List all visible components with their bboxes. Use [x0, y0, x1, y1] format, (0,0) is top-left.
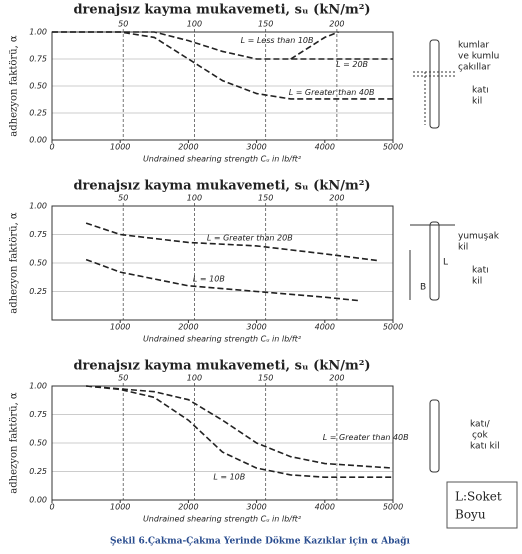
x2-tick-label: 200 [329, 194, 344, 203]
x2-tick-label: 200 [329, 374, 344, 383]
soil-label: ve kumlu [458, 52, 499, 62]
soil-label: katı kil [470, 442, 500, 452]
x-tick-label: 2000 [178, 323, 198, 332]
y-axis-title: adhezyon faktörü, α [9, 35, 20, 137]
note: L:Soket [455, 490, 502, 504]
soil-label: çok [472, 431, 488, 441]
y-tick-label: 0.75 [29, 55, 47, 64]
x-tick-label: 4000 [315, 323, 335, 332]
x2-tick-label: 150 [258, 374, 273, 383]
series-label: L = 10B [193, 274, 225, 283]
x-tick-label: 0 [49, 143, 54, 152]
plot-frame [51, 205, 394, 321]
y-tick-label: 0.25 [29, 287, 47, 296]
note: Boyu [455, 508, 486, 522]
chart-title: drenajsız kayma mukavemeti, sᵤ (kN/m²) [73, 179, 370, 194]
soil-label: kumlar [458, 41, 489, 51]
series-line [52, 31, 393, 100]
plot-frame [51, 385, 394, 501]
x-tick-label: 3000 [246, 503, 266, 512]
x-tick-label: 1000 [110, 323, 130, 332]
x-tick-label: 4000 [315, 143, 335, 152]
x2-tick-label: 50 [118, 20, 128, 29]
y-tick-label: 1.00 [29, 202, 47, 211]
series-line [290, 31, 339, 60]
soil-label: kil [472, 277, 482, 287]
pile [429, 39, 440, 129]
soil-label: çakıllar [458, 63, 491, 73]
series-label: L = 10B [213, 473, 245, 482]
y-tick-label: 0.75 [29, 410, 47, 419]
note-box [446, 481, 518, 529]
y-tick-label: 1.00 [29, 28, 47, 37]
y-axis-title: adhezyon faktörü, α [9, 392, 20, 494]
x-tick-label: 0 [49, 503, 54, 512]
y-tick-label: 0.25 [29, 467, 47, 476]
x-tick-label: 1000 [110, 503, 130, 512]
pile-diagrams [409, 39, 518, 529]
soil-layer [409, 224, 455, 300]
soil-label: katı [472, 266, 489, 276]
soil-layer [413, 71, 455, 125]
y-tick-label: 1.00 [29, 382, 47, 391]
y-tick-label: 0.50 [29, 82, 47, 91]
x-tick-label: 3000 [246, 143, 266, 152]
x2-tick-label: 50 [118, 374, 128, 383]
soil-label: kil [458, 243, 468, 253]
series-label: L = Greater than 40B [289, 88, 375, 97]
soil-label: yumuşak [458, 232, 500, 242]
x-axis-title: Undrained shearing strength Cᵤ in lb/ft² [143, 335, 302, 344]
soil-label: katı/ [470, 420, 491, 430]
pile [429, 221, 440, 301]
x-tick-label: 2000 [178, 143, 198, 152]
series-label: L = Greater than 40B [323, 433, 409, 442]
y-tick-label: 0.50 [29, 259, 47, 268]
x2-tick-label: 100 [187, 194, 202, 203]
x2-tick-label: 150 [258, 20, 273, 29]
x-tick-label: 4000 [315, 503, 335, 512]
caption: Şekil 6.Çakma-Çakma Yerinde Dökme Kazıkl… [110, 536, 411, 547]
y-tick-label: 0.00 [29, 136, 47, 145]
pile [429, 399, 440, 473]
soil-label: kil [472, 97, 482, 107]
series-label: L = Greater than 20B [207, 233, 293, 242]
series-line [86, 385, 393, 478]
x2-tick-label: 150 [258, 194, 273, 203]
y-tick-label: 0.25 [29, 109, 47, 118]
x-tick-label: 2000 [178, 503, 198, 512]
y-axis-title: adhezyon faktörü, α [9, 212, 20, 314]
x2-tick-label: 200 [329, 20, 344, 29]
x-tick-label: 5000 [383, 503, 403, 512]
chart-title: drenajsız kayma mukavemeti, sᵤ (kN/m²) [73, 3, 370, 18]
x-tick-label: 5000 [383, 323, 403, 332]
series-line [52, 31, 393, 60]
x-tick-label: 3000 [246, 323, 266, 332]
pile-letter: B [420, 283, 426, 293]
chart-title: drenajsız kayma mukavemeti, sᵤ (kN/m²) [73, 359, 370, 374]
x2-tick-label: 100 [187, 374, 202, 383]
x-axis-title: Undrained shearing strength Cᵤ in lb/ft² [143, 155, 302, 164]
soil-label: katı [472, 86, 489, 96]
x-axis-title: Undrained shearing strength Cᵤ in lb/ft² [143, 515, 302, 524]
series-label: L = 20B [336, 60, 368, 69]
series-line [86, 385, 394, 469]
series-label: L = Less than 10B [241, 36, 314, 45]
y-tick-label: 0.00 [29, 496, 47, 505]
pile-letter: L [443, 258, 448, 268]
plot-frame [51, 31, 394, 141]
x-tick-label: 1000 [110, 143, 130, 152]
y-tick-label: 0.50 [29, 439, 47, 448]
y-tick-label: 0.75 [29, 230, 47, 239]
series-line [85, 258, 359, 302]
series-line [85, 222, 380, 262]
x2-tick-label: 100 [187, 20, 202, 29]
x-tick-label: 5000 [383, 143, 403, 152]
x2-tick-label: 50 [118, 194, 128, 203]
